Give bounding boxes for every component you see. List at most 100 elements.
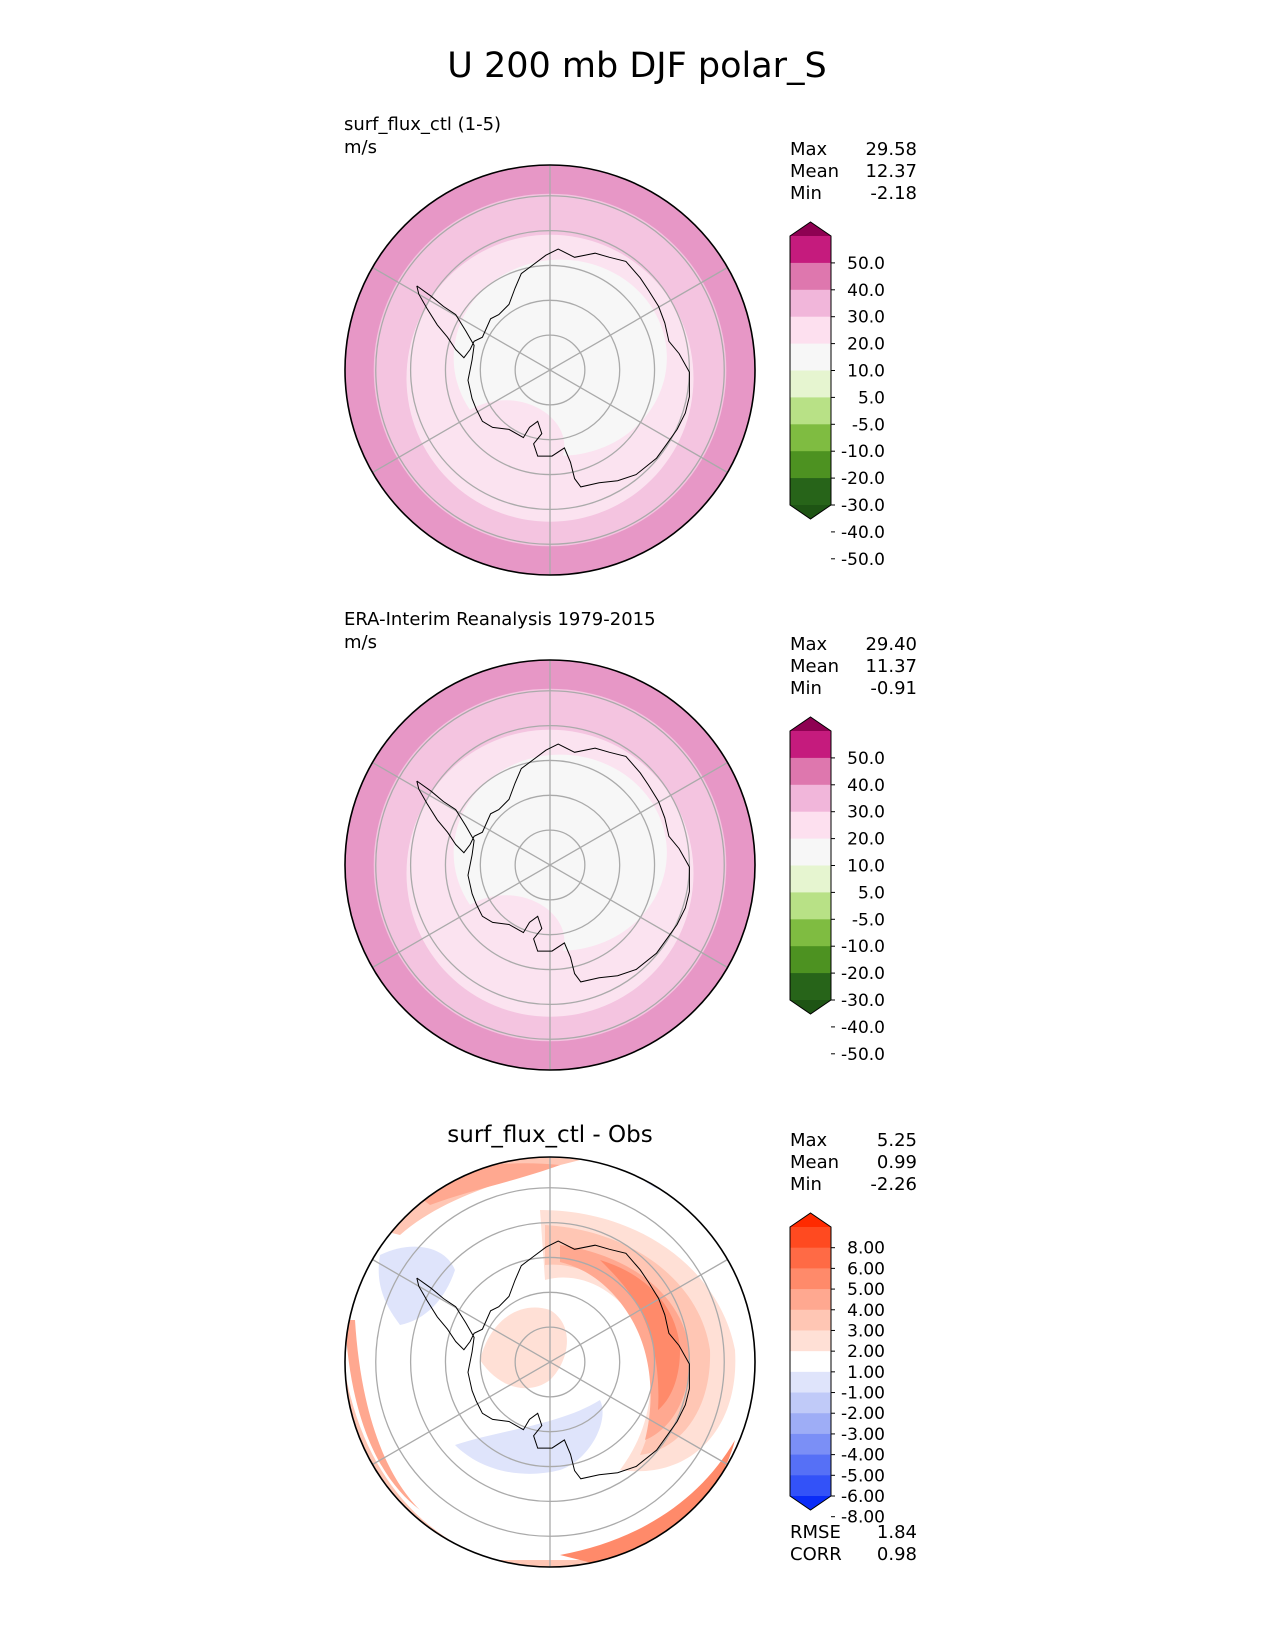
colorbar-segment	[790, 343, 831, 371]
stat-label: Max	[790, 1130, 828, 1151]
colorbar-segment	[790, 757, 831, 786]
longitude-gridline	[372, 266, 728, 474]
diff-right-band-core	[600, 1260, 680, 1410]
colorbar-tick-label: 30.0	[847, 803, 885, 823]
colorbar-extend-min	[790, 1496, 831, 1510]
colorbar-extend-max	[790, 222, 831, 236]
colorbar-tick-label: -20.0	[841, 964, 885, 984]
colorbar-segment	[790, 946, 831, 974]
colorbar-segment	[790, 1227, 831, 1249]
colorbar-tick-label: 40.0	[847, 776, 885, 796]
stat-value: 12.37	[865, 161, 917, 182]
colorbar-segment	[790, 1475, 831, 1497]
colorbar-tick-label: 30.0	[847, 308, 885, 328]
panel-diff-colorbar: 8.006.005.004.003.002.001.00-1.00-2.00-3…	[789, 1212, 885, 1528]
antarctica-coastline	[416, 1240, 690, 1480]
colorbar-segment	[790, 1413, 831, 1435]
colorbar-extend-max	[790, 717, 831, 731]
panel-model-coastline	[416, 248, 690, 488]
stat-value: 11.37	[865, 656, 917, 677]
panel-obs: ERA-Interim Reanalysis 1979-2015 m/s Max…	[344, 609, 917, 1071]
panel-diff: surf_flux_ctl - Obs Max 5.25 Mean 0.99 Min -2…	[344, 1122, 917, 1568]
colorbar-segment	[790, 973, 831, 1001]
colorbar-segment	[790, 838, 831, 866]
metric-label: RMSE	[790, 1522, 841, 1543]
colorbar-tick-label: -5.00	[841, 1466, 885, 1486]
colorbar-tick-label: -30.0	[841, 991, 885, 1011]
antarctica-coastline	[416, 743, 690, 983]
colorbar-tick-label: -50.0	[841, 1045, 885, 1065]
stat-value: -2.26	[870, 1174, 917, 1195]
colorbar-tick-label: 5.00	[847, 1280, 885, 1300]
colorbar-tick-label: 20.0	[847, 335, 885, 355]
stat-label: Min	[790, 678, 822, 699]
colorbar-tick-label: -40.0	[841, 523, 885, 543]
colorbar-segment	[790, 784, 831, 813]
stat-value: -2.18	[870, 183, 917, 204]
colorbar-segment	[790, 1309, 831, 1331]
colorbar-tick-label: 4.00	[847, 1301, 885, 1321]
stat-label: Mean	[790, 161, 839, 182]
stat-label: Mean	[790, 656, 839, 677]
colorbar-segment	[790, 451, 831, 479]
panel-model-colorbar: 50.0 40.0 30.0 20.0 10.0 5.0 -5.0 -10.0 -20.0 -30…	[789, 221, 885, 570]
colorbar-tick-label: 2.00	[847, 1342, 885, 1362]
panel-model-units: m/s	[344, 137, 377, 158]
panel-model: surf_flux_ctl (1-5) m/s Max 29.58 Mean 12.3…	[344, 114, 917, 576]
stat-value: 29.40	[865, 634, 917, 655]
colorbar-segment	[790, 397, 831, 425]
panel-obs-units: m/s	[344, 632, 377, 653]
colorbar-extend-min	[790, 1000, 831, 1014]
colorbar-segment	[790, 316, 831, 345]
colorbar-tick-label: -6.00	[841, 1487, 885, 1507]
colorbar-tick-label: -50.0	[841, 550, 885, 570]
colorbar-tick-label: 3.00	[847, 1321, 885, 1341]
stat-label: Max	[790, 634, 828, 655]
colorbar-segment	[790, 1351, 831, 1373]
colorbar-extend-max	[790, 1213, 831, 1227]
colorbar-tick-label: -30.0	[841, 496, 885, 516]
colorbar-segment	[790, 1392, 831, 1414]
colorbar-segment	[790, 811, 831, 840]
stat-value: 5.25	[877, 1130, 917, 1151]
colorbar-segment	[790, 1433, 831, 1456]
colorbar-segment	[790, 370, 831, 398]
antarctica-coastline	[416, 248, 690, 488]
colorbar-segment	[790, 1289, 831, 1311]
panel-diff-coastline	[416, 1240, 690, 1480]
panel-model-gridlines	[372, 165, 728, 575]
panel-diff-title: surf_flux_ctl - Obs	[447, 1122, 652, 1148]
colorbar-tick-label: 50.0	[847, 749, 885, 769]
diff-right-band-strong	[560, 1245, 690, 1440]
colorbar-tick-label: -2.00	[841, 1404, 885, 1424]
panel-obs-gridlines	[372, 660, 728, 1070]
colorbar-segment	[790, 1247, 831, 1269]
stat-value: -0.91	[870, 678, 917, 699]
colorbar-tick-label: -3.00	[841, 1425, 885, 1445]
colorbar-segment	[790, 478, 831, 506]
longitude-gridline	[372, 1258, 728, 1466]
panel-diff-stats: Max 5.25 Mean 0.99 Min -2.26	[790, 1130, 917, 1195]
stat-label: Mean	[790, 1152, 839, 1173]
stat-label: Max	[790, 139, 828, 160]
colorbar-tick-label: 10.0	[847, 362, 885, 382]
colorbar-segment	[790, 424, 831, 452]
metric-label: CORR	[790, 1544, 842, 1565]
colorbar-segment	[790, 1371, 831, 1394]
stat-value: 29.58	[865, 139, 917, 160]
colorbar-tick-label: -5.0	[852, 910, 885, 930]
stat-label: Min	[790, 1174, 822, 1195]
colorbar-segment	[790, 289, 831, 318]
panel-obs-map-border	[344, 659, 756, 1071]
colorbar-segment	[790, 892, 831, 920]
colorbar-tick-label: -8.00	[841, 1508, 885, 1528]
colorbar-tick-label: -1.00	[841, 1384, 885, 1404]
colorbar-tick-label: -10.0	[841, 442, 885, 462]
panel-diff-gridlines	[372, 1157, 728, 1567]
colorbar-tick-label: 10.0	[847, 857, 885, 877]
colorbar-tick-label: 6.00	[847, 1259, 885, 1279]
figure-title: U 200 mb DJF polar_S	[447, 46, 827, 86]
panel-obs-stats: Max 29.40 Mean 11.37 Min -0.91	[790, 634, 917, 699]
metric-value: 0.98	[877, 1544, 917, 1565]
